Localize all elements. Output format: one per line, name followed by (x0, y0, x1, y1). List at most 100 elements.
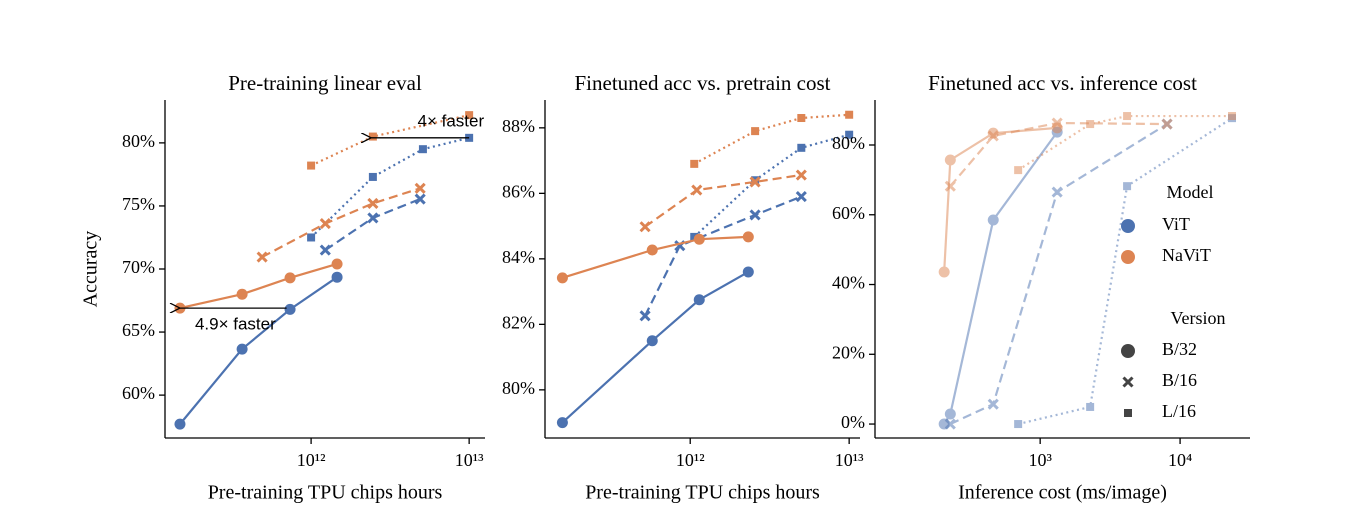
series (556, 231, 754, 284)
series-line (324, 197, 421, 251)
series-line (179, 276, 338, 425)
marker (845, 110, 854, 119)
marker (944, 154, 956, 166)
marker (1014, 166, 1023, 175)
marker (987, 398, 999, 410)
y-tick-label: 80% (122, 131, 155, 151)
legend-marker (1122, 376, 1134, 388)
chart-title: Pre-training linear eval (228, 71, 422, 95)
series (944, 118, 1173, 430)
y-tick-label: 60% (122, 383, 155, 403)
annotation: 4× faster (418, 111, 485, 130)
marker (307, 233, 316, 242)
marker (749, 209, 761, 221)
y-tick-label: 84% (502, 247, 535, 267)
series (639, 169, 807, 233)
series-line (562, 235, 749, 279)
series-line (949, 121, 1168, 187)
marker (693, 233, 705, 245)
marker (690, 232, 699, 241)
marker (646, 244, 658, 256)
y-tick-label: 40% (832, 273, 865, 293)
chart-title: Finetuned acc vs. pretrain cost (575, 71, 831, 95)
x-tick-label: 10⁴ (1168, 450, 1192, 470)
marker (236, 288, 248, 300)
series (944, 117, 1173, 192)
marker (174, 418, 186, 430)
x-tick-label: 10³ (1028, 450, 1052, 470)
marker (414, 193, 426, 205)
marker (742, 266, 754, 278)
series (307, 111, 474, 170)
y-tick-label: 80% (832, 133, 865, 153)
legend-title: Model (1167, 182, 1214, 202)
marker (845, 130, 854, 139)
marker (797, 114, 806, 123)
y-tick-label: 75% (122, 194, 155, 214)
legend-marker (1121, 219, 1135, 233)
marker (693, 294, 705, 306)
marker (368, 132, 377, 141)
marker (414, 182, 426, 194)
series (319, 193, 426, 256)
y-axis-label: Accuracy (80, 231, 102, 308)
series (1014, 112, 1237, 175)
y-tick-label: 65% (122, 320, 155, 340)
marker (795, 191, 807, 203)
y-tick-label: 0% (841, 412, 865, 432)
marker (690, 159, 699, 168)
series (938, 122, 1063, 278)
x-tick-label: 10¹³ (835, 450, 864, 470)
legend-label: B/16 (1162, 370, 1197, 390)
y-tick-label: 80% (502, 378, 535, 398)
series-line (693, 113, 850, 165)
marker (319, 218, 331, 230)
x-axis-label: Pre-training TPU chips hours (208, 482, 443, 504)
series-line (310, 114, 470, 167)
series (174, 258, 343, 314)
marker (987, 127, 999, 139)
x-axis-label: Inference cost (ms/image) (958, 482, 1167, 504)
marker (1161, 118, 1173, 130)
marker (465, 111, 474, 120)
marker (256, 251, 268, 263)
marker (1123, 112, 1132, 121)
annotation: 4.9× faster (195, 315, 276, 334)
series-line (644, 173, 802, 228)
marker (797, 143, 806, 152)
series (256, 182, 426, 263)
series-line (561, 270, 749, 424)
series (307, 133, 474, 242)
series-line (949, 123, 1168, 426)
marker (1086, 402, 1095, 411)
marker (368, 172, 377, 181)
marker (938, 266, 950, 278)
y-tick-label: 20% (832, 342, 865, 362)
marker (742, 231, 754, 243)
series (556, 266, 754, 429)
marker (987, 214, 999, 226)
marker (691, 184, 703, 196)
marker (1051, 117, 1063, 129)
marker (236, 343, 248, 355)
marker (1014, 420, 1023, 429)
marker (944, 408, 956, 420)
series (174, 271, 343, 430)
y-tick-label: 88% (502, 116, 535, 136)
series-line (179, 262, 338, 310)
marker (307, 161, 316, 170)
x-tick-label: 10¹² (297, 450, 326, 470)
marker (284, 272, 296, 284)
marker (319, 244, 331, 256)
marker (367, 212, 379, 224)
marker (418, 145, 427, 154)
legend-label: NaViT (1162, 245, 1211, 265)
legend-label: L/16 (1162, 401, 1196, 421)
marker (556, 272, 568, 284)
legend-title: Version (1171, 308, 1226, 328)
chart-title: Finetuned acc vs. inference cost (928, 71, 1197, 95)
marker (284, 303, 296, 315)
series (690, 130, 854, 241)
x-axis-label: Pre-training TPU chips hours (585, 482, 820, 504)
